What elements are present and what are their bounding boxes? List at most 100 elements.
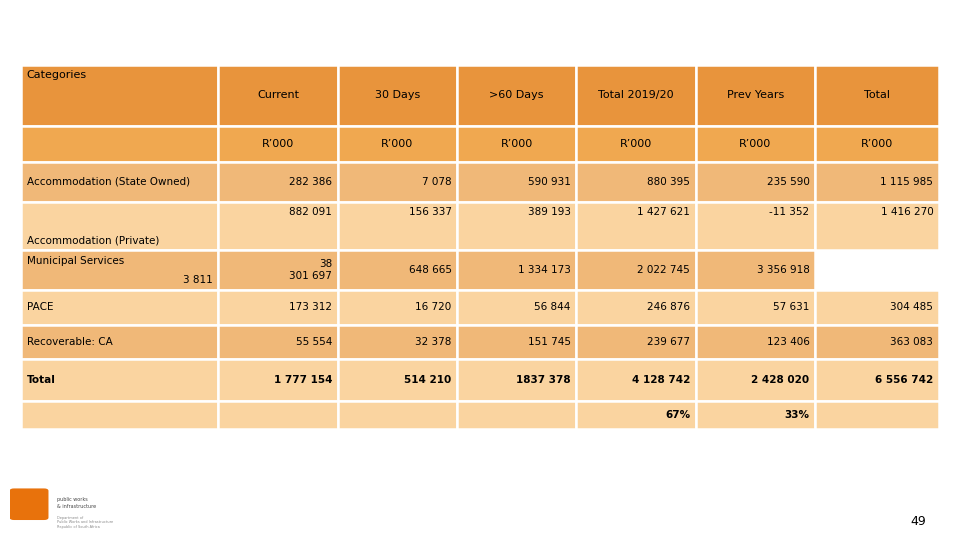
Bar [576, 250, 696, 290]
Bar [696, 290, 815, 325]
Bar [219, 126, 338, 161]
Text: 151 745: 151 745 [528, 337, 571, 347]
Bar [338, 126, 457, 161]
Bar [338, 325, 457, 359]
Text: 38
301 697: 38 301 697 [289, 259, 332, 281]
Text: 30 Days: 30 Days [374, 90, 420, 100]
Bar [338, 161, 457, 201]
Bar [219, 325, 338, 359]
Bar [21, 126, 219, 161]
Bar [696, 161, 815, 201]
Bar [219, 290, 338, 325]
Bar [696, 250, 815, 290]
Bar [457, 201, 576, 250]
Bar [457, 65, 576, 126]
Bar [815, 161, 939, 201]
Text: Total 2019/20: Total 2019/20 [598, 90, 674, 100]
Text: 32 378: 32 378 [415, 337, 451, 347]
Text: Municipal Services: Municipal Services [27, 255, 124, 266]
Text: 648 665: 648 665 [409, 265, 451, 275]
Text: PACE: PACE [27, 302, 53, 313]
Text: 156 337: 156 337 [409, 207, 451, 217]
Bar [338, 359, 457, 401]
Text: >60 Days: >60 Days [490, 90, 544, 100]
Bar [21, 325, 219, 359]
Bar [219, 201, 338, 250]
Bar [457, 126, 576, 161]
Text: 235 590: 235 590 [767, 177, 809, 187]
Text: R’000: R’000 [861, 139, 893, 149]
Text: 173 312: 173 312 [289, 302, 332, 313]
Text: 6 556 742: 6 556 742 [876, 375, 933, 385]
Text: 33%: 33% [784, 410, 809, 420]
Text: Current: Current [257, 90, 300, 100]
Text: 304 485: 304 485 [891, 302, 933, 313]
Bar [219, 65, 338, 126]
Bar [21, 201, 219, 250]
Text: public works
& infrastructure: public works & infrastructure [58, 497, 96, 509]
Text: 4 128 742: 4 128 742 [632, 375, 690, 385]
Text: 1 115 985: 1 115 985 [880, 177, 933, 187]
Text: -11 352: -11 352 [769, 207, 809, 217]
Text: 882 091: 882 091 [289, 207, 332, 217]
Text: 123 406: 123 406 [767, 337, 809, 347]
Bar [815, 201, 939, 250]
Text: 514 210: 514 210 [404, 375, 451, 385]
Text: Categories: Categories [27, 70, 86, 80]
Bar [457, 325, 576, 359]
Bar [21, 401, 219, 429]
Text: 57 631: 57 631 [773, 302, 809, 313]
Text: R’000: R’000 [262, 139, 294, 149]
Text: R’000: R’000 [500, 139, 533, 149]
Text: 2 022 745: 2 022 745 [637, 265, 690, 275]
Bar [576, 126, 696, 161]
Text: 1 334 173: 1 334 173 [518, 265, 571, 275]
Text: 389 193: 389 193 [528, 207, 571, 217]
Text: R’000: R’000 [739, 139, 772, 149]
FancyBboxPatch shape [10, 488, 48, 520]
Text: 16 720: 16 720 [416, 302, 451, 313]
Bar [219, 250, 338, 290]
Text: Recoverable: CA: Recoverable: CA [27, 337, 112, 347]
Bar [219, 359, 338, 401]
Text: 3 811: 3 811 [183, 275, 213, 285]
Text: Total: Total [27, 375, 56, 385]
Bar [576, 65, 696, 126]
Bar [21, 161, 219, 201]
Bar [815, 401, 939, 429]
Bar [21, 359, 219, 401]
Bar [338, 401, 457, 429]
Text: 1 777 154: 1 777 154 [274, 375, 332, 385]
Bar [576, 359, 696, 401]
Bar [815, 65, 939, 126]
Bar [576, 401, 696, 429]
Bar [457, 250, 576, 290]
Bar [696, 126, 815, 161]
Bar [815, 359, 939, 401]
Bar [457, 401, 576, 429]
Text: 590 931: 590 931 [528, 177, 571, 187]
Bar [576, 325, 696, 359]
Text: Total: Total [864, 90, 890, 100]
Text: Accommodation (Private): Accommodation (Private) [27, 235, 159, 245]
Bar [21, 290, 219, 325]
Text: 3 356 918: 3 356 918 [756, 265, 809, 275]
Bar [696, 201, 815, 250]
Bar [338, 201, 457, 250]
Bar [815, 290, 939, 325]
Text: 56 844: 56 844 [535, 302, 571, 313]
Text: 49: 49 [911, 515, 926, 528]
Text: 2 428 020: 2 428 020 [752, 375, 809, 385]
Text: 246 876: 246 876 [647, 302, 690, 313]
Text: 239 677: 239 677 [647, 337, 690, 347]
Text: R’000: R’000 [381, 139, 414, 149]
Text: 1837 378: 1837 378 [516, 375, 571, 385]
Text: 7 078: 7 078 [422, 177, 451, 187]
Text: Debtors Age Analysis 31 December 2019: Debtors Age Analysis 31 December 2019 [10, 18, 457, 37]
Bar [21, 250, 219, 290]
Text: 67%: 67% [665, 410, 690, 420]
Bar [338, 65, 457, 126]
Bar [696, 359, 815, 401]
Text: 1 416 270: 1 416 270 [880, 207, 933, 217]
Text: Prev Years: Prev Years [727, 90, 784, 100]
